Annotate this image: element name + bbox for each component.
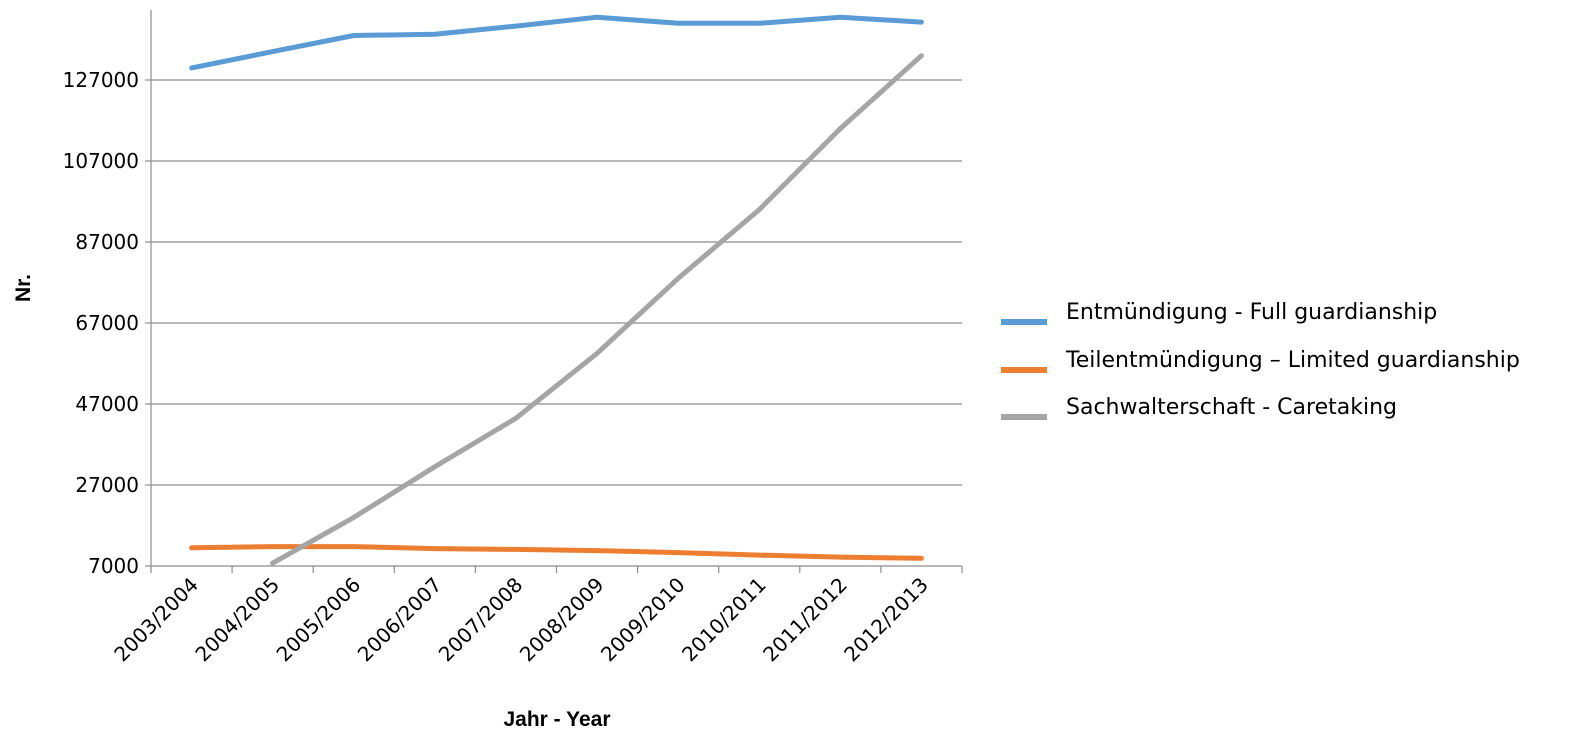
x-tick-label: 2009/2010 <box>596 573 690 667</box>
x-tick-label: 2010/2011 <box>677 573 771 667</box>
y-tick-label: 107000 <box>63 149 139 173</box>
series-line-1 <box>189 14 924 71</box>
y-tick-label: 27000 <box>75 473 139 497</box>
x-tick-label: 2004/2005 <box>190 573 284 667</box>
x-tick-label: 2012/2013 <box>839 573 933 667</box>
gridlines <box>151 79 962 486</box>
series-line-2 <box>189 544 924 561</box>
series-lines <box>189 14 924 566</box>
x-tick-label: 2007/2008 <box>434 573 528 667</box>
y-tick-label: 67000 <box>75 311 139 335</box>
y-tick-label: 47000 <box>75 392 139 416</box>
legend-label: Sachwalterschaft - Caretaking <box>1066 395 1397 420</box>
y-axis-title: Nr. <box>12 274 35 302</box>
y-tick-label: 87000 <box>75 230 139 254</box>
y-tick-label: 127000 <box>63 68 139 92</box>
series-line-3 <box>270 53 924 566</box>
x-tick-label: 2003/2004 <box>109 573 203 667</box>
x-axis-title: Jahr - Year <box>503 708 610 731</box>
x-tick-label: 2011/2012 <box>758 573 852 667</box>
y-tick-label: 7000 <box>88 554 139 578</box>
x-tick-label: 2005/2006 <box>272 573 366 667</box>
tick-labels: 7000 27000 47000 67000 87000 107000 127000 2003… <box>63 68 933 666</box>
x-tick-label: 2006/2007 <box>353 573 447 667</box>
legend: Entmündigung - Full guardianship Teilentm… <box>1001 300 1520 420</box>
axes <box>145 10 963 573</box>
x-tick-label: 2008/2009 <box>515 573 609 667</box>
legend-label: Entmündigung - Full guardianship <box>1066 300 1437 325</box>
legend-label: Teilentmündigung – Limited guardianship <box>1065 348 1520 373</box>
